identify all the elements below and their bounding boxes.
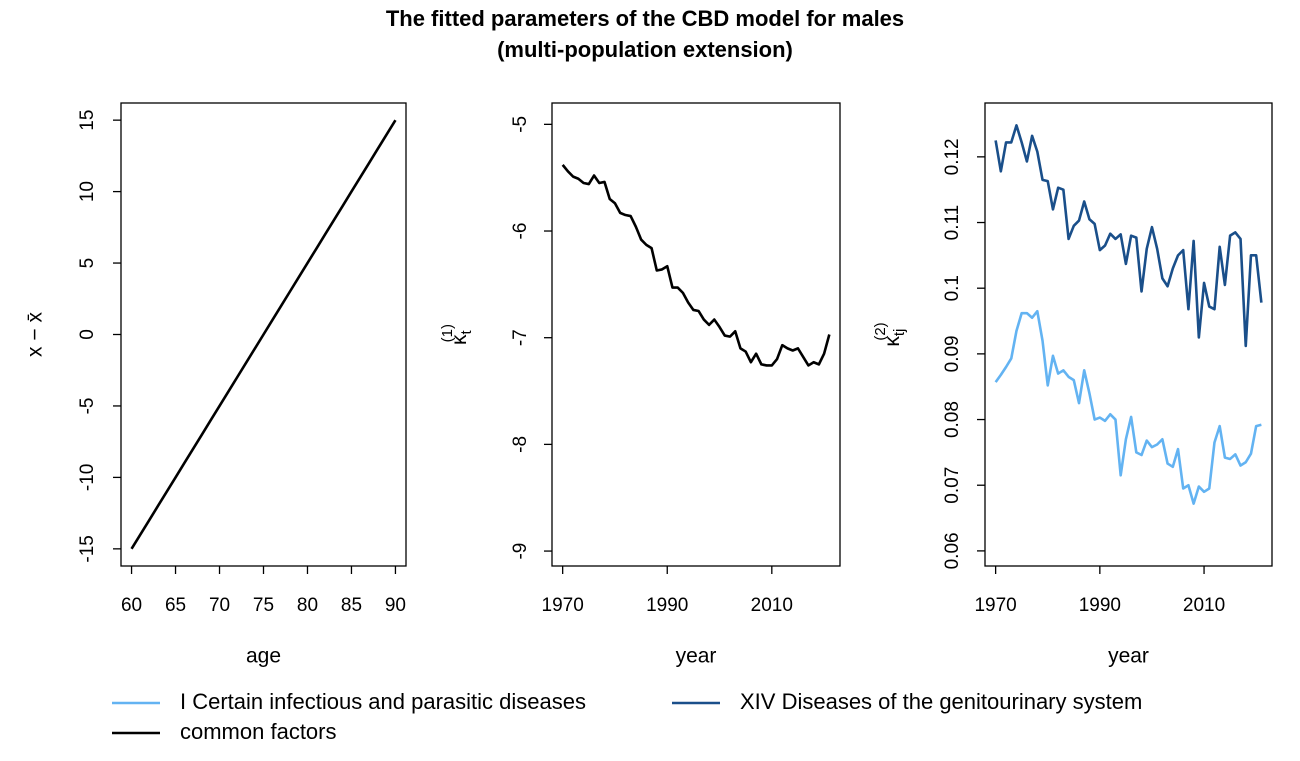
y-axis-title-sub: t (458, 330, 475, 335)
x-tick-label: 2010 (751, 595, 793, 616)
y-tick-label: -5 (77, 397, 98, 414)
x-tick-label: 1970 (974, 595, 1016, 616)
x-tick-label: 75 (253, 595, 274, 616)
figure-title: The fitted parameters of the CBD model f… (386, 6, 904, 31)
y-axis-title-sup: (2) (872, 322, 889, 340)
data-line (994, 124, 1263, 348)
y-tick-label: -5 (510, 116, 531, 133)
x-tick-label: 80 (297, 595, 318, 616)
legend-label: XIV Diseases of the genitourinary system (740, 689, 1142, 714)
y-tick-label: -15 (77, 535, 98, 562)
y-tick-label: 0.08 (942, 401, 963, 438)
x-tick-label: 85 (341, 595, 362, 616)
x-tick-label: 90 (385, 595, 406, 616)
y-tick-label: 0 (77, 329, 98, 340)
y-tick-label: -6 (510, 223, 531, 240)
x-tick-label: 1990 (646, 595, 688, 616)
y-axis-title-base: κ (881, 336, 904, 347)
y-tick-label: 10 (77, 181, 98, 202)
y-axis-title-base: κ (448, 334, 471, 345)
y-tick-label: -8 (510, 436, 531, 453)
y-axis-title: κtj(2) (872, 322, 908, 346)
y-tick-label: -10 (77, 464, 98, 491)
y-tick-label: 0.09 (942, 335, 963, 372)
x-tick-label: 1990 (1079, 595, 1121, 616)
x-axis-title: year (676, 645, 717, 668)
y-tick-label: 0.06 (942, 532, 963, 569)
y-tick-label: 0.07 (942, 467, 963, 504)
x-tick-label: 65 (165, 595, 186, 616)
legend-label: I Certain infectious and parasitic disea… (180, 689, 586, 714)
x-axis-title: age (246, 645, 281, 668)
plot-frame (551, 102, 841, 567)
y-tick-label: 0.12 (942, 138, 963, 175)
data-line (561, 164, 831, 367)
y-tick-label: -7 (510, 329, 531, 346)
plot-frame (984, 102, 1273, 567)
y-axis-title-sup: (1) (439, 324, 456, 342)
y-axis-title-sub: tj (891, 329, 908, 337)
legend-label: common factors (180, 719, 337, 744)
x-tick-label: 2010 (1183, 595, 1225, 616)
y-tick-label: 0.1 (942, 275, 963, 301)
y-tick-label: 5 (77, 258, 98, 269)
x-tick-label: 1970 (542, 595, 584, 616)
data-line (994, 309, 1262, 505)
y-tick-label: 0.11 (942, 205, 963, 241)
x-axis-title: year (1108, 645, 1149, 668)
y-axis-title: κt(1) (439, 324, 475, 345)
y-tick-label: 15 (77, 110, 98, 131)
y-axis-title: x − x̄ (24, 312, 47, 357)
x-tick-label: 60 (121, 595, 142, 616)
figure-subtitle: (multi-population extension) (497, 37, 793, 62)
data-line (130, 119, 397, 550)
x-tick-label: 70 (209, 595, 230, 616)
y-tick-label: -9 (510, 543, 531, 560)
